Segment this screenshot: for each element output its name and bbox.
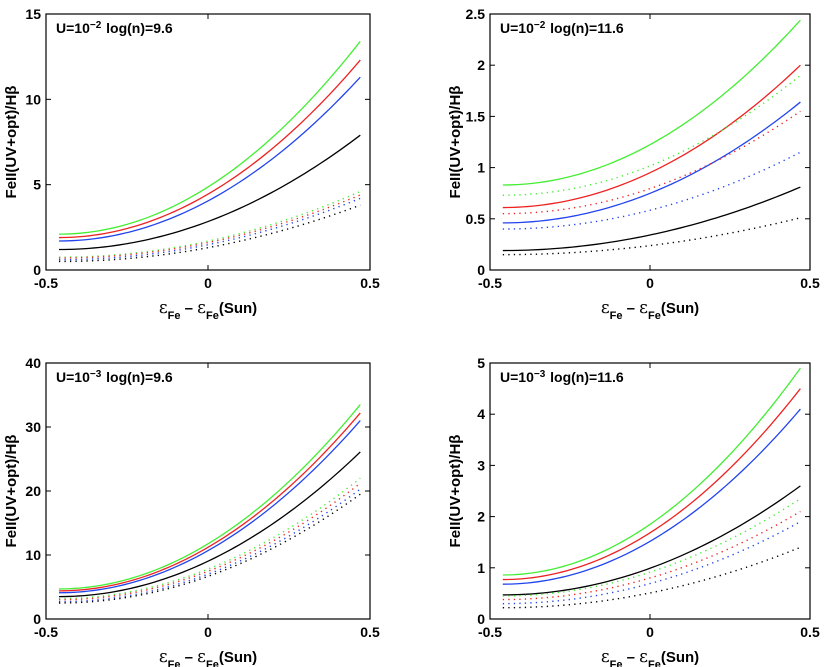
y-tick-label: 4 [477,406,485,422]
y-tick-label: 0.5 [466,211,486,227]
series-line-black-solid [58,451,361,598]
series-group [502,367,801,609]
panel-title: U=10−2 log(n)=9.6 [56,20,173,37]
y-tick-label: 5 [33,177,41,193]
y-tick-label: 5 [477,355,485,371]
panel-title: U=10−2 log(n)=11.6 [500,20,624,37]
series-line-red-dotted [58,482,361,601]
y-tick-label: 2.5 [466,6,486,22]
x-axis-label: εFe – εFe(Sun) [159,647,257,667]
series-line-red-dotted [502,510,801,601]
series-line-black-dotted [58,493,361,604]
series-line-green-solid [502,19,801,186]
series-line-green-dotted [58,190,361,258]
series-line-green-solid [58,40,361,235]
series-line-red-solid [502,64,801,209]
axes-frame [489,362,811,620]
series-line-blue-dotted [58,488,361,603]
x-tick-label: 0.5 [800,275,820,291]
series-line-blue-solid [58,76,361,242]
series-line-black-solid [502,485,801,596]
x-tick-label: 0.5 [360,624,380,640]
x-tick-label: 0 [646,275,654,291]
series-line-green-dotted [58,477,361,600]
series-line-black-dotted [502,217,801,256]
y-tick-label: 30 [25,419,41,435]
series-line-black-dotted [58,204,361,263]
series-group [58,40,361,263]
x-axis-label: εFe – εFe(Sun) [601,647,699,667]
y-axis-label: FeII(UV+opt)/Hβ [447,86,464,199]
series-line-blue-dotted [58,197,361,261]
series-group [58,404,361,604]
y-axis-label: FeII(UV+opt)/Hβ [3,86,20,199]
y-tick-label: 0 [477,611,485,627]
series-line-green-solid [502,367,801,576]
series-line-red-dotted [502,110,801,215]
x-tick-label: 0 [204,275,212,291]
series-line-black-dotted [502,546,801,609]
y-tick-label: 0 [33,262,41,278]
panel-2: 00.511.522.5-0.5 0 0.5U=10−2 log(n)=11.6εF… [447,6,820,322]
series-line-green-dotted [502,498,801,597]
series-line-red-solid [502,388,801,581]
x-tick-label: 0 [204,624,212,640]
series-line-green-dotted [502,74,801,196]
y-axis-label: FeII(UV+opt)/Hβ [3,435,20,548]
x-axis-label: εFe – εFe(Sun) [159,298,257,322]
series-line-red-dotted [58,194,361,259]
x-tick-label: -0.5 [34,275,58,291]
axes-frame [45,362,371,620]
x-tick-label: -0.5 [478,275,502,291]
series-line-blue-dotted [502,151,801,230]
y-tick-label: 2 [477,57,485,73]
x-axis-label: εFe – εFe(Sun) [601,298,699,322]
series-line-blue-solid [58,420,361,594]
series-line-blue-solid [502,101,801,224]
y-tick-label: 1 [477,160,485,176]
series-group [502,19,801,256]
y-tick-label: 15 [25,6,41,22]
panel-title: U=10−3 log(n)=11.6 [500,369,624,386]
y-tick-label: 1 [477,560,485,576]
x-tick-label: 0 [646,624,654,640]
series-line-green-solid [58,404,361,590]
x-tick-label: -0.5 [34,624,58,640]
series-line-black-solid [58,134,361,251]
y-tick-label: 0 [33,611,41,627]
panel-title: U=10−3 log(n)=9.6 [56,369,173,386]
y-tick-label: 1.5 [466,108,486,124]
series-line-red-solid [58,412,361,592]
y-tick-label: 3 [477,457,485,473]
y-tick-label: 2 [477,509,485,525]
series-line-black-solid [502,186,801,252]
x-tick-label: 0.5 [800,624,820,640]
x-tick-label: -0.5 [478,624,502,640]
y-tick-label: 20 [25,483,41,499]
x-tick-label: 0.5 [360,275,380,291]
y-tick-label: 0 [477,262,485,278]
y-tick-label: 10 [25,91,41,107]
axes-frame [489,13,811,271]
series-line-red-solid [58,59,361,239]
y-tick-label: 10 [25,547,41,563]
series-line-blue-dotted [502,521,801,605]
y-tick-label: 40 [25,355,41,371]
series-line-blue-solid [502,408,801,585]
y-axis-label: FeII(UV+opt)/Hβ [447,435,464,548]
